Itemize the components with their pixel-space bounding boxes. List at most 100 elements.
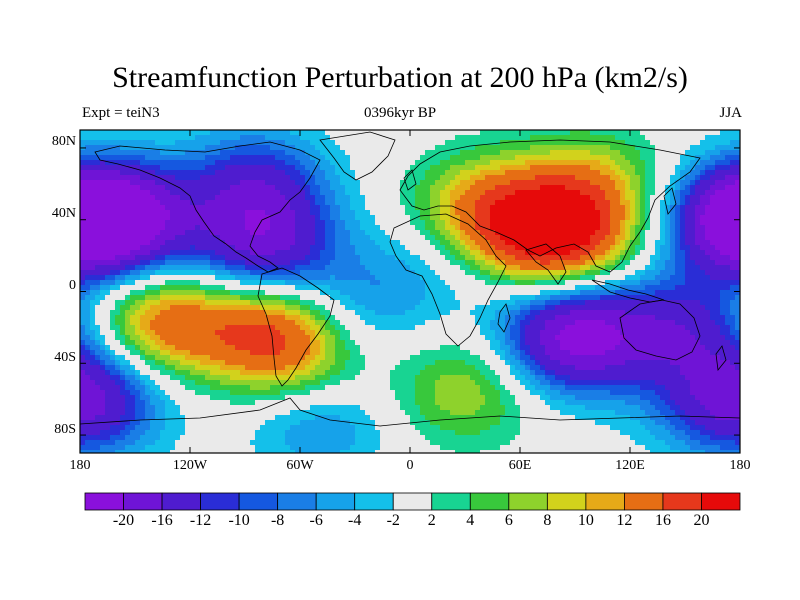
field-cell [335, 230, 341, 236]
field-cell [175, 330, 181, 336]
field-cell [295, 330, 301, 336]
field-cell [420, 260, 426, 266]
field-cell [175, 225, 181, 231]
field-cell [240, 185, 246, 191]
field-cell [280, 420, 286, 426]
field-cell [255, 390, 261, 396]
field-cell [380, 230, 386, 236]
field-cell [380, 140, 386, 146]
field-cell [130, 215, 136, 221]
field-cell [455, 420, 461, 426]
field-cell [315, 385, 321, 391]
field-cell [380, 200, 386, 206]
field-cell [110, 335, 116, 341]
field-cell [425, 195, 431, 201]
field-cell [430, 340, 436, 346]
field-cell [195, 190, 201, 196]
field-cell [250, 320, 256, 326]
field-cell [130, 225, 136, 231]
field-cell [190, 425, 196, 431]
field-cell [325, 320, 331, 326]
field-cell [435, 200, 441, 206]
field-cell [405, 335, 411, 341]
field-cell [220, 390, 226, 396]
field-cell [260, 285, 266, 291]
field-cell [355, 240, 361, 246]
field-cell [125, 235, 131, 241]
field-cell [380, 150, 386, 156]
field-cell [385, 330, 391, 336]
field-cell [210, 355, 216, 361]
field-cell [410, 250, 416, 256]
field-cell [80, 200, 86, 206]
field-cell [380, 435, 386, 441]
field-cell [435, 360, 441, 366]
field-cell [315, 275, 321, 281]
field-cell [85, 220, 91, 226]
field-cell [190, 245, 196, 251]
field-cell [255, 365, 261, 371]
field-cell [450, 390, 456, 396]
field-cell [140, 250, 146, 256]
field-cell [300, 325, 306, 331]
field-cell [315, 350, 321, 356]
field-cell [255, 200, 261, 206]
field-cell [300, 440, 306, 446]
field-cell [385, 235, 391, 241]
field-cell [80, 295, 86, 301]
field-cell [260, 405, 266, 411]
field-cell [240, 300, 246, 306]
field-cell [330, 450, 336, 453]
field-cell [95, 360, 101, 366]
field-cell [185, 390, 191, 396]
field-cell [295, 350, 301, 356]
field-cell [385, 215, 391, 221]
field-cell [445, 305, 451, 311]
field-cell [295, 365, 301, 371]
field-cell [205, 435, 211, 441]
field-cell [110, 195, 116, 201]
field-cell [160, 350, 166, 356]
field-cell [165, 365, 171, 371]
field-cell [310, 180, 316, 186]
field-cell [335, 255, 341, 261]
field-cell [175, 360, 181, 366]
field-cell [145, 380, 151, 386]
field-cell [300, 385, 306, 391]
field-cell [240, 435, 246, 441]
field-cell [230, 170, 236, 176]
field-cell [160, 155, 166, 161]
field-cell [365, 305, 371, 311]
field-cell [350, 445, 356, 451]
field-cell [100, 405, 106, 411]
field-cell [350, 390, 356, 396]
field-cell [110, 280, 116, 286]
field-cell [340, 225, 346, 231]
field-cell [185, 245, 191, 251]
field-cell [345, 210, 351, 216]
field-cell [345, 160, 351, 166]
field-cell [315, 175, 321, 181]
field-cell [460, 155, 466, 161]
field-cell [115, 255, 121, 261]
field-cell [175, 410, 181, 416]
field-cell [330, 395, 336, 401]
field-cell [120, 235, 126, 241]
field-cell [115, 290, 121, 296]
field-cell [225, 275, 231, 281]
field-cell [295, 335, 301, 341]
field-cell [300, 155, 306, 161]
field-cell [275, 170, 281, 176]
field-cell [240, 250, 246, 256]
field-cell [120, 310, 126, 316]
field-cell [100, 130, 106, 136]
field-cell [175, 415, 181, 421]
field-cell [235, 430, 241, 436]
field-cell [115, 145, 121, 151]
field-cell [360, 240, 366, 246]
field-cell [200, 430, 206, 436]
field-cell [295, 155, 301, 161]
field-cell [400, 415, 406, 421]
field-cell [160, 255, 166, 261]
field-cell [125, 270, 131, 276]
